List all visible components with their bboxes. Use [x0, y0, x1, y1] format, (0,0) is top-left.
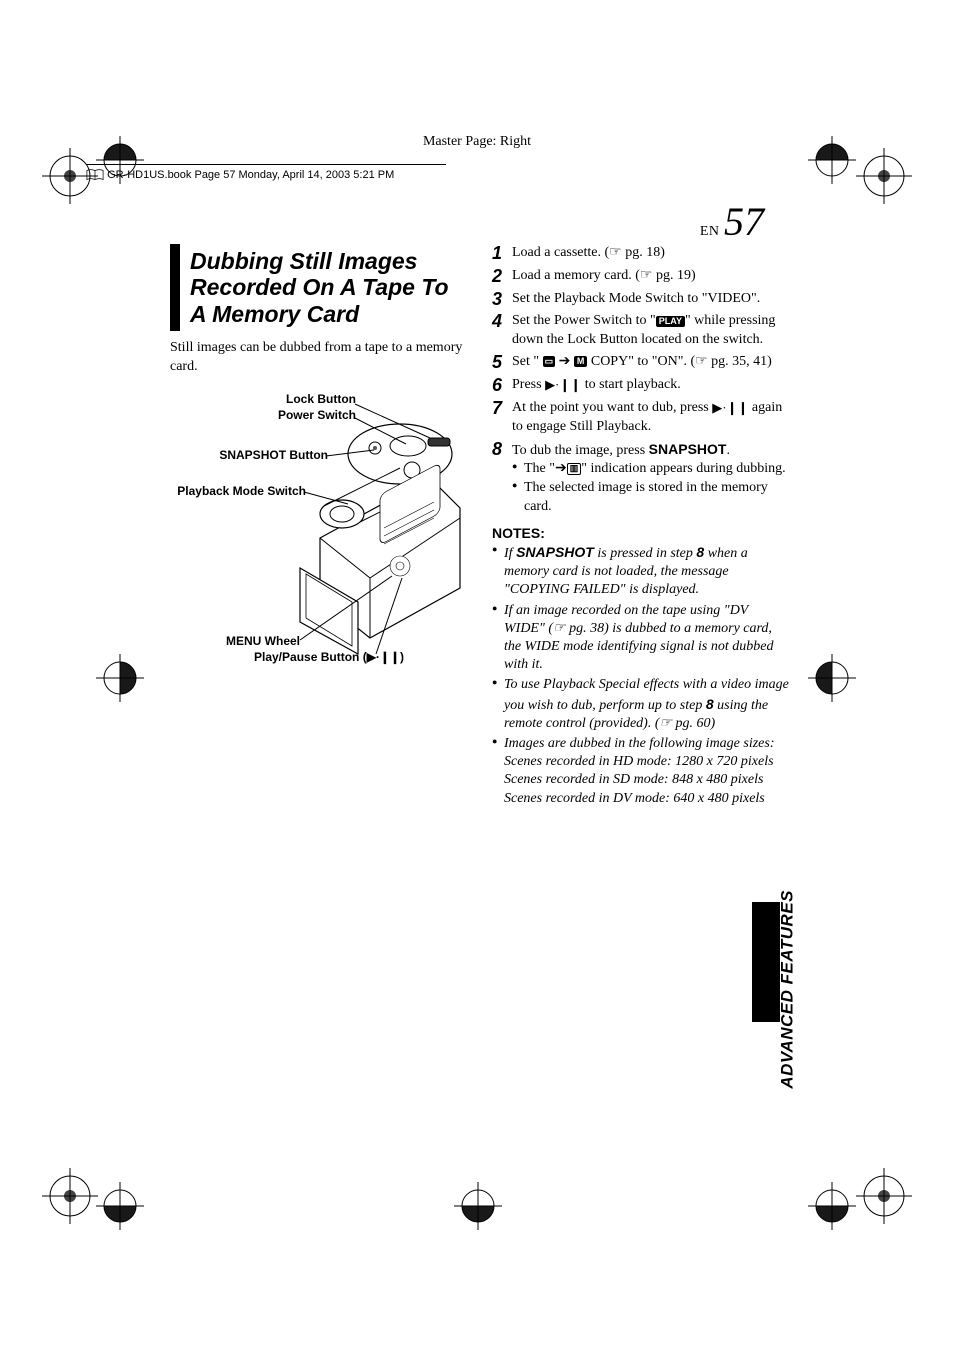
- crop-mark-br: [808, 1182, 856, 1230]
- step-num: 1: [492, 244, 512, 264]
- page-number-prefix: EN: [700, 224, 720, 239]
- camera-diagram: Lock Button Power Switch SNAPSHOT Button…: [170, 388, 468, 698]
- step6-prefix: Press: [512, 377, 545, 392]
- book-icon: [86, 168, 104, 182]
- step-body: At the point you want to dub, press ▶·❙❙…: [512, 399, 790, 437]
- callout-playback-mode: Playback Mode Switch: [177, 484, 306, 498]
- header-strip-text: GR-HD1US.book Page 57 Monday, April 14, …: [107, 169, 394, 181]
- side-tab-label: ADVANCED FEATURES: [778, 890, 798, 1089]
- step-num: 8: [492, 440, 512, 518]
- note-item: To use Playback Special effects with a v…: [492, 676, 790, 733]
- step-num: 2: [492, 267, 512, 287]
- crop-mark-mr: [808, 654, 856, 702]
- step-num: 7: [492, 399, 512, 437]
- header-strip: GR-HD1US.book Page 57 Monday, April 14, …: [86, 164, 446, 186]
- m-card-icon: M: [574, 356, 588, 367]
- step-body: Set the Playback Mode Switch to "VIDEO".: [512, 290, 790, 310]
- section-title: Dubbing Still Images Recorded On A Tape …: [170, 244, 468, 331]
- step-body: Load a memory card. (☞ pg. 19): [512, 267, 790, 287]
- step5-prefix: Set ": [512, 354, 543, 369]
- step-5: 5 Set " ▭ ➔ M COPY" to "ON". (☞ pg. 35, …: [492, 353, 790, 373]
- note1-mid: is pressed in step: [594, 546, 697, 561]
- step-body: Press ▶·❙❙ to start playback.: [512, 376, 790, 396]
- arrow-icon: ➔: [559, 354, 571, 369]
- step-3: 3 Set the Playback Mode Switch to "VIDEO…: [492, 290, 790, 310]
- crop-mark-bl: [42, 1168, 98, 1224]
- step-num: 6: [492, 376, 512, 396]
- page: Master Page: Right GR-HD1US.book Page 57…: [0, 0, 954, 1351]
- note-item: Images are dubbed in the following image…: [492, 735, 790, 808]
- step-num: 5: [492, 353, 512, 373]
- side-tab: ADVANCED FEATURES: [750, 680, 778, 900]
- page-number: EN 57: [700, 198, 764, 245]
- note1-prefix: If: [504, 546, 516, 561]
- step6-suffix: to start playback.: [581, 377, 681, 392]
- callout-lock-button: Lock Button: [286, 392, 356, 406]
- crop-mark-bl2: [96, 1182, 144, 1230]
- tape-icon: ▭: [543, 356, 556, 367]
- play-pause-icon: ▶·❙❙: [545, 376, 581, 394]
- note-item: If SNAPSHOT is pressed in step 8 when a …: [492, 543, 790, 600]
- step-body: Set " ▭ ➔ M COPY" to "ON". (☞ pg. 35, 41…: [512, 353, 790, 373]
- step8-sub2: The selected image is stored in the memo…: [512, 479, 790, 517]
- step-body: To dub the image, press SNAPSHOT. The "➔…: [512, 440, 790, 518]
- crop-mark-tr2: [856, 148, 912, 204]
- step-body: Load a cassette. (☞ pg. 18): [512, 244, 790, 264]
- content-columns: Dubbing Still Images Recorded On A Tape …: [170, 244, 790, 810]
- step7-prefix: At the point you want to dub, press: [512, 400, 712, 415]
- step5-mid: COPY" to "ON". (☞ pg. 35, 41): [587, 354, 771, 369]
- notes-heading: NOTES:: [492, 525, 790, 541]
- notes-list: If SNAPSHOT is pressed in step 8 when a …: [492, 543, 790, 808]
- left-column: Dubbing Still Images Recorded On A Tape …: [170, 244, 468, 810]
- dub-arrow-icon: ➔: [555, 461, 567, 476]
- step4-prefix: Set the Power Switch to ": [512, 313, 656, 328]
- intro-text: Still images can be dubbed from a tape t…: [170, 339, 468, 375]
- side-tab-block: [752, 902, 780, 1022]
- note3-stepref: 8: [706, 696, 714, 712]
- step-6: 6 Press ▶·❙❙ to start playback.: [492, 376, 790, 396]
- callout-play-pause: Play/Pause Button (▶·❙❙): [254, 650, 404, 664]
- steps-list: 1 Load a cassette. (☞ pg. 18) 2 Load a m…: [492, 244, 790, 517]
- callout-snapshot-button: SNAPSHOT Button: [219, 448, 328, 462]
- step8-sub1: The "➔▥" indication appears during dubbi…: [512, 460, 790, 479]
- play-pause-icon: ▶·❙❙: [712, 399, 748, 417]
- step-2: 2 Load a memory card. (☞ pg. 19): [492, 267, 790, 287]
- crop-mark-br2: [856, 1168, 912, 1224]
- play-badge-icon: PLAY: [656, 316, 685, 327]
- step-1: 1 Load a cassette. (☞ pg. 18): [492, 244, 790, 264]
- step-8: 8 To dub the image, press SNAPSHOT. The …: [492, 440, 790, 518]
- crop-mark-ml: [96, 654, 144, 702]
- callout-menu-wheel: MENU Wheel: [226, 634, 300, 648]
- step-4: 4 Set the Power Switch to "PLAY" while p…: [492, 312, 790, 350]
- step8-strong: SNAPSHOT: [649, 441, 727, 457]
- dub-card-icon: ▥: [567, 463, 582, 475]
- note1-strong: SNAPSHOT: [516, 544, 594, 560]
- step-7: 7 At the point you want to dub, press ▶·…: [492, 399, 790, 437]
- step-body: Set the Power Switch to "PLAY" while pre…: [512, 312, 790, 350]
- step8-sub1-prefix: The ": [524, 461, 555, 476]
- note-item: If an image recorded on the tape using "…: [492, 602, 790, 675]
- step8-suffix: .: [726, 443, 730, 458]
- step8-sub1-suffix: " indication appears during dubbing.: [581, 461, 785, 476]
- callout-power-switch: Power Switch: [278, 408, 356, 422]
- step-num: 4: [492, 312, 512, 350]
- step-num: 3: [492, 290, 512, 310]
- crop-mark-bc: [454, 1182, 502, 1230]
- master-page-label: Master Page: Right: [0, 134, 954, 150]
- right-column: 1 Load a cassette. (☞ pg. 18) 2 Load a m…: [492, 244, 790, 810]
- page-number-value: 57: [724, 199, 764, 244]
- step8-prefix: To dub the image, press: [512, 443, 649, 458]
